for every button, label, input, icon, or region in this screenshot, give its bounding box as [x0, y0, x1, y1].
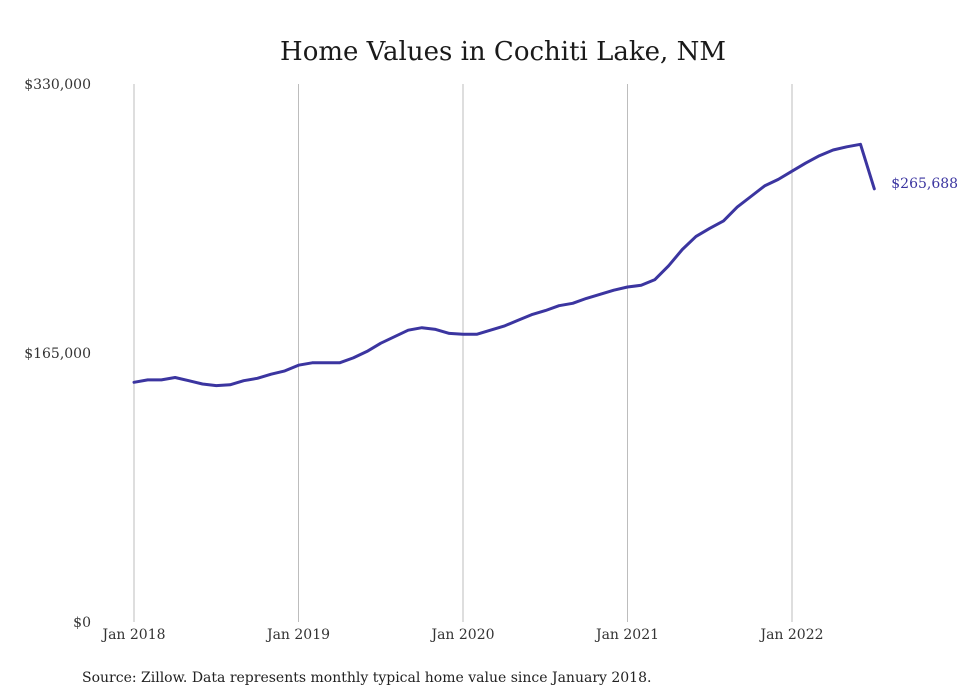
x-tick-label: Jan 2021 [594, 627, 659, 643]
y-tick-label: $165,000 [24, 346, 91, 362]
grid-lines [133, 84, 793, 622]
series-line [132, 142, 876, 388]
x-tick-label: Jan 2018 [100, 627, 165, 643]
x-tick-label: Jan 2019 [265, 627, 330, 643]
y-axis-ticks: $0 $165,000 $330,000 [24, 77, 91, 631]
y-tick-label: $0 [73, 615, 91, 631]
x-axis-ticks: Jan 2018 Jan 2019 Jan 2020 Jan 2021 Jan 2022 [100, 627, 823, 643]
chart-title: Home Values in Cochiti Lake, NM [280, 37, 726, 67]
y-tick-label: $330,000 [24, 77, 91, 93]
end-value-label: $265,688 [891, 176, 958, 192]
x-tick-label: Jan 2020 [429, 627, 494, 643]
source-note: Source: Zillow. Data represents monthly … [82, 670, 651, 686]
x-tick-label: Jan 2022 [758, 627, 823, 643]
